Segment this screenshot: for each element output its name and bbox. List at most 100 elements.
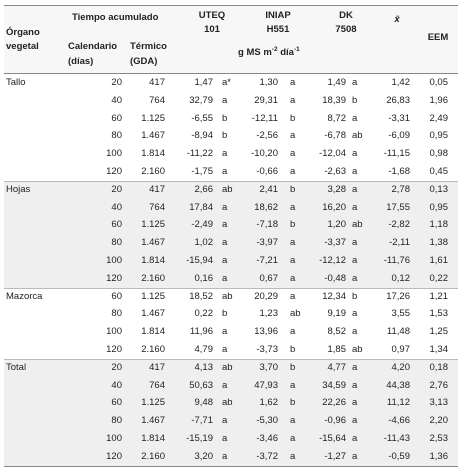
uteq-value: 1,02	[194, 237, 214, 249]
dk-value: 12,34	[322, 290, 346, 302]
header-eem: EEM	[427, 32, 449, 43]
eem-value: 1,96	[429, 94, 449, 106]
iniap-letter: a	[290, 148, 296, 160]
uteq-value: 1,47	[194, 77, 214, 88]
uteq-letter: a	[222, 415, 228, 427]
dk-value: 1,49	[327, 77, 347, 88]
dk-value: 4,77	[327, 361, 347, 373]
uteq-value: 4,79	[194, 344, 214, 355]
calendar-days: 80	[111, 308, 122, 320]
iniap-value: 1,30	[259, 77, 279, 88]
iniap-letter: a	[290, 326, 296, 338]
iniap-letter: a	[290, 94, 296, 106]
calendar-days: 80	[111, 130, 122, 142]
iniap-value: -5,30	[256, 415, 278, 427]
rule	[4, 180, 458, 182]
header-hybrid: INIAP	[265, 10, 291, 21]
iniap-value: 1,23	[259, 308, 279, 320]
dk-letter: a	[352, 148, 358, 160]
dk-value: 1,85	[327, 344, 347, 355]
calendar-days: 80	[111, 415, 122, 427]
uteq-letter: ab	[222, 290, 233, 302]
iniap-value: 1,62	[259, 397, 279, 409]
uteq-value: 3,20	[194, 450, 214, 462]
dk-letter: a	[352, 379, 358, 391]
eem-value: 1,34	[429, 344, 449, 355]
thermal-gda: 1.814	[141, 255, 165, 266]
dk-letter: a	[352, 326, 358, 338]
mean-value: 17,55	[386, 201, 410, 213]
eem-value: 0,18	[429, 361, 449, 373]
iniap-value: 13,96	[254, 326, 278, 338]
mean-value: 4,20	[391, 361, 411, 373]
uteq-value: 2,66	[194, 183, 214, 195]
uteq-letter: b	[222, 112, 228, 124]
iniap-value: -3,73	[256, 344, 278, 355]
eem-value: 2,49	[429, 112, 449, 124]
mean-value: 0,97	[391, 344, 411, 355]
dk-letter: a	[352, 237, 358, 249]
dk-value: -3,37	[324, 237, 346, 249]
uteq-letter: a	[222, 166, 228, 177]
iniap-letter: b	[290, 397, 296, 409]
unit-part: -2	[271, 46, 278, 53]
dk-letter: a	[352, 77, 358, 88]
iniap-letter: a	[290, 379, 296, 391]
uteq-letter: a	[222, 237, 228, 249]
iniap-value: 47,93	[254, 379, 278, 391]
mean-value: 11,48	[386, 326, 410, 338]
header-hybrid: 7508	[335, 24, 357, 35]
uteq-letter: a	[222, 379, 228, 391]
organ-name: Tallo	[6, 77, 26, 88]
thermal-gda: 1.467	[141, 130, 165, 142]
iniap-letter: a	[290, 290, 296, 302]
uteq-value: -15,19	[186, 433, 213, 444]
dk-value: 16,20	[322, 201, 346, 213]
group-bg	[4, 180, 458, 288]
thermal-gda: 1.814	[141, 148, 165, 160]
mean-value: 26,83	[386, 94, 410, 106]
mean-value: 17,26	[386, 290, 410, 302]
dk-letter: ab	[352, 130, 363, 142]
iniap-value: 29,31	[254, 94, 278, 106]
calendar-days: 60	[111, 219, 122, 231]
iniap-letter: a	[290, 237, 296, 249]
eem-value: 1,18	[429, 219, 449, 231]
header-calendar: Calendario	[68, 41, 118, 52]
iniap-value: -3,72	[256, 450, 278, 462]
eem-value: 0,95	[429, 201, 449, 213]
iniap-value: 0,67	[259, 272, 279, 284]
thermal-gda: 417	[149, 183, 165, 195]
eem-value: 2,20	[429, 415, 449, 427]
dk-value: -0,96	[324, 415, 346, 427]
dk-value: 1,20	[327, 219, 347, 231]
uteq-letter: ab	[222, 361, 233, 373]
calendar-days: 120	[106, 166, 122, 177]
eem-value: 1,25	[429, 326, 449, 338]
header-calendar: (días)	[68, 56, 94, 67]
mean-value: -1,68	[388, 166, 410, 177]
eem-value: 1,21	[429, 290, 449, 302]
iniap-value: -7,18	[256, 219, 278, 231]
dk-value: 22,26	[322, 397, 346, 409]
eem-value: 1,36	[429, 450, 449, 462]
uteq-value: -8,94	[191, 130, 213, 142]
uteq-letter: a	[222, 219, 228, 231]
uteq-letter: a	[222, 201, 228, 213]
iniap-letter: a	[290, 130, 296, 142]
dk-letter: a	[352, 166, 358, 177]
thermal-gda: 1.125	[141, 397, 165, 409]
thermal-gda: 764	[149, 94, 165, 106]
header-bg	[4, 5, 458, 73]
uteq-value: 32,79	[189, 94, 213, 106]
uteq-letter: b	[222, 130, 228, 142]
rule	[4, 73, 458, 74]
dk-value: -12,04	[319, 148, 346, 160]
mean-value: 44,38	[386, 379, 410, 391]
header-organ: Órgano	[6, 27, 40, 38]
calendar-days: 40	[111, 379, 122, 391]
iniap-letter: a	[290, 201, 296, 213]
uteq-value: -7,71	[191, 415, 213, 427]
calendar-days: 20	[111, 361, 122, 373]
